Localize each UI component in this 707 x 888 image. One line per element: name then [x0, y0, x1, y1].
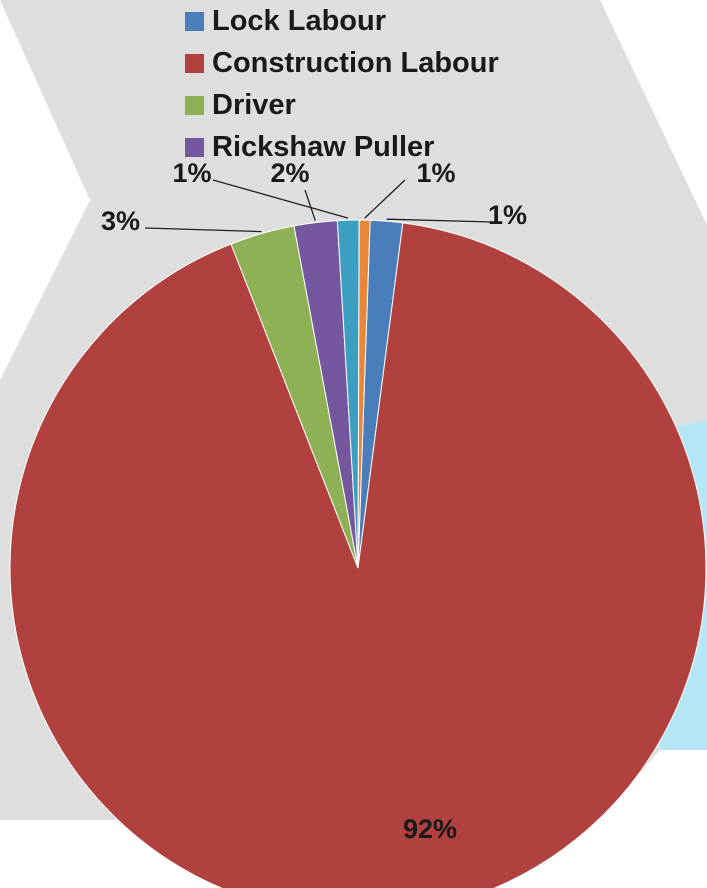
- leader-line-3: [144, 227, 262, 233]
- pie-slice-2: [9, 222, 707, 888]
- legend-swatch-2: [185, 54, 204, 73]
- slice-labels: 1% 92% 3% 2% 1% 1%: [101, 158, 527, 844]
- leader-lines: [144, 179, 493, 233]
- legend-label-1: Lock Labour: [212, 5, 386, 37]
- slice-label-2: 92%: [403, 814, 457, 844]
- leader-line-5: [212, 179, 349, 219]
- pie-slices: [9, 219, 707, 888]
- slice-label-1: 1%: [488, 200, 527, 230]
- legend-swatch-3: [185, 96, 204, 115]
- leader-line-1: [386, 218, 493, 223]
- leader-line-4: [304, 189, 316, 221]
- pie-slice-6: [357, 219, 371, 569]
- slice-label-4: 2%: [270, 158, 309, 188]
- legend-swatch-1: [185, 12, 204, 31]
- legend-label-3: Driver: [212, 89, 296, 121]
- legend-label-4: Rickshaw Puller: [212, 131, 434, 163]
- legend-swatch-4: [185, 138, 204, 157]
- slice-label-6: 1%: [416, 158, 455, 188]
- leader-line-6: [364, 179, 406, 219]
- legend-label-2: Construction Labour: [212, 47, 499, 79]
- slice-label-5: 1%: [172, 158, 211, 188]
- slice-label-3: 3%: [101, 206, 140, 236]
- legend: Lock Labour Construction Labour Driver Rick…: [185, 5, 499, 163]
